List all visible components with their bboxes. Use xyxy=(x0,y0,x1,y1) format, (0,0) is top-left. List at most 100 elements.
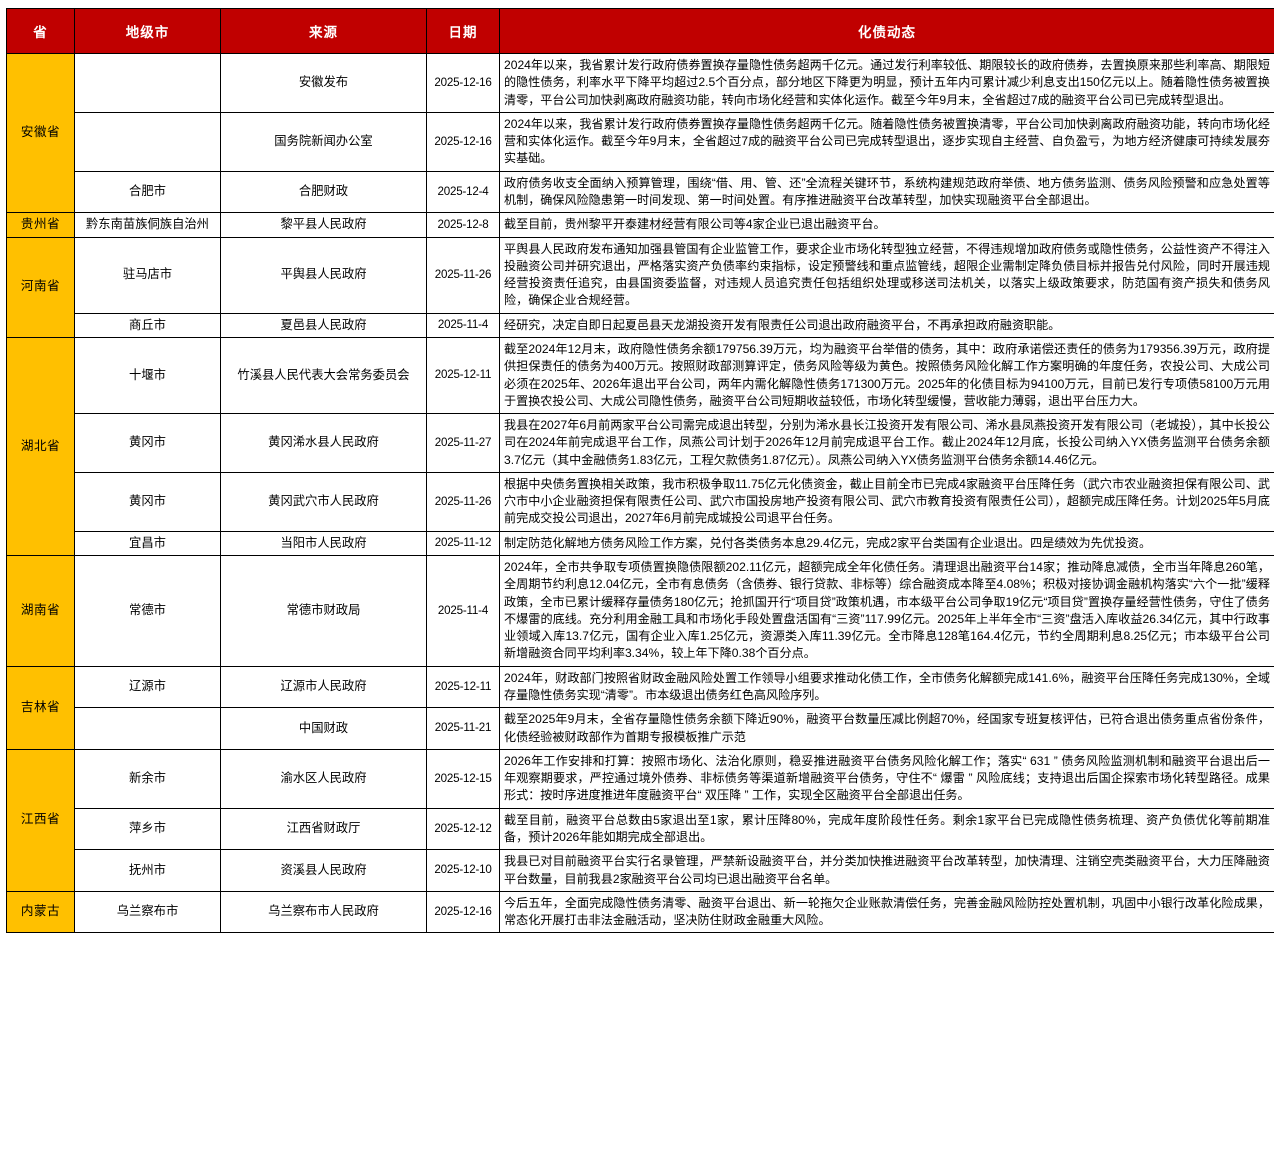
detail-cell: 2024年，全市共争取专项债置换隐债限额202.11亿元，超额完成全年化债任务。… xyxy=(500,556,1274,667)
source-cell: 中国财政 xyxy=(221,708,427,750)
source-cell: 辽源市人民政府 xyxy=(221,666,427,708)
city-cell: 驻马店市 xyxy=(75,237,221,313)
source-cell: 黄冈浠水县人民政府 xyxy=(221,414,427,473)
detail-cell: 截至目前，贵州黎平开泰建材经营有限公司等4家企业已退出融资平台。 xyxy=(500,213,1274,237)
source-cell: 当阳市人民政府 xyxy=(221,531,427,555)
source-cell: 黄冈武穴市人民政府 xyxy=(221,472,427,531)
date-cell: 2025-11-4 xyxy=(427,556,500,667)
date-cell: 2025-12-16 xyxy=(427,54,500,113)
date-cell: 2025-12-8 xyxy=(427,213,500,237)
city-cell: 商丘市 xyxy=(75,313,221,337)
column-header-city: 地级市 xyxy=(75,9,221,54)
province-cell: 贵州省 xyxy=(7,213,75,237)
detail-cell: 我县已对目前融资平台实行名录管理，严禁新设融资平台，并分类加快推进融资平台改革转… xyxy=(500,850,1274,892)
date-cell: 2025-12-15 xyxy=(427,749,500,808)
date-cell: 2025-12-16 xyxy=(427,112,500,171)
city-cell: 乌兰察布市 xyxy=(75,891,221,933)
detail-cell: 截至目前，融资平台总数由5家退出至1家，累计压降80%，完成年度阶段性任务。剩余… xyxy=(500,808,1274,850)
source-cell: 江西省财政厅 xyxy=(221,808,427,850)
source-cell: 资溪县人民政府 xyxy=(221,850,427,892)
detail-cell: 根据中央债务置换相关政策，我市积极争取11.75亿元化债资金，截止目前全市已完成… xyxy=(500,472,1274,531)
date-cell: 2025-11-4 xyxy=(427,313,500,337)
detail-cell: 经研究，决定自即日起夏邑县天龙湖投资开发有限责任公司退出政府融资平台，不再承担政… xyxy=(500,313,1274,337)
city-cell: 十堰市 xyxy=(75,337,221,413)
detail-cell: 截至2024年12月末，政府隐性债务余额179756.39万元，均为融资平台举借… xyxy=(500,337,1274,413)
source-cell: 安徽发布 xyxy=(221,54,427,113)
city-cell: 新余市 xyxy=(75,749,221,808)
city-cell: 抚州市 xyxy=(75,850,221,892)
detail-cell: 2024年，财政部门按照省财政金融风险处置工作领导小组要求推动化债工作，全市债务… xyxy=(500,666,1274,708)
date-cell: 2025-12-11 xyxy=(427,666,500,708)
detail-cell: 今后五年，全面完成隐性债务清零、融资平台退出、新一轮拖欠企业账款清偿任务，完善金… xyxy=(500,891,1274,933)
date-cell: 2025-11-27 xyxy=(427,414,500,473)
date-cell: 2025-11-21 xyxy=(427,708,500,750)
source-cell: 合肥财政 xyxy=(221,171,427,213)
source-cell: 夏邑县人民政府 xyxy=(221,313,427,337)
detail-cell: 截至2025年9月末，全省存量隐性债务余额下降近90%，融资平台数量压减比例超7… xyxy=(500,708,1274,750)
date-cell: 2025-11-26 xyxy=(427,472,500,531)
city-cell: 常德市 xyxy=(75,556,221,667)
detail-cell: 平舆县人民政府发布通知加强县管国有企业监管工作，要求企业市场化转型独立经营，不得… xyxy=(500,237,1274,313)
date-cell: 2025-12-16 xyxy=(427,891,500,933)
date-cell: 2025-11-26 xyxy=(427,237,500,313)
city-cell: 宜昌市 xyxy=(75,531,221,555)
source-cell: 国务院新闻办公室 xyxy=(221,112,427,171)
city-cell: 萍乡市 xyxy=(75,808,221,850)
city-cell xyxy=(75,708,221,750)
detail-cell: 政府债务收支全面纳入预算管理，围绕“借、用、管、还”全流程关键环节，系统构建规范… xyxy=(500,171,1274,213)
detail-cell: 2026年工作安排和打算：按照市场化、法治化原则，稳妥推进融资平台债务风险化解工… xyxy=(500,749,1274,808)
city-cell xyxy=(75,54,221,113)
date-cell: 2025-12-11 xyxy=(427,337,500,413)
column-header-detail: 化债动态 xyxy=(500,9,1274,54)
province-cell: 安徽省 xyxy=(7,54,75,213)
source-cell: 常德市财政局 xyxy=(221,556,427,667)
detail-cell: 2024年以来，我省累计发行政府债券置换存量隐性债务超两千亿元。随着隐性债务被置… xyxy=(500,112,1274,171)
header-row: 省 地级市 来源 日期 化债动态 xyxy=(7,9,1274,54)
date-cell: 2025-12-4 xyxy=(427,171,500,213)
city-cell: 合肥市 xyxy=(75,171,221,213)
column-header-date: 日期 xyxy=(427,9,500,54)
source-cell: 渝水区人民政府 xyxy=(221,749,427,808)
source-cell: 平舆县人民政府 xyxy=(221,237,427,313)
table-header: 省 地级市 来源 日期 化债动态 xyxy=(7,9,1274,54)
province-cell: 内蒙古 xyxy=(7,891,75,933)
city-cell: 辽源市 xyxy=(75,666,221,708)
province-cell: 江西省 xyxy=(7,749,75,891)
city-cell: 黄冈市 xyxy=(75,472,221,531)
city-cell: 黄冈市 xyxy=(75,414,221,473)
source-cell: 乌兰察布市人民政府 xyxy=(221,891,427,933)
date-cell: 2025-11-12 xyxy=(427,531,500,555)
province-cell: 河南省 xyxy=(7,237,75,337)
city-cell xyxy=(75,112,221,171)
column-header-source: 来源 xyxy=(221,9,427,54)
detail-cell: 制定防范化解地方债务风险工作方案，兑付各类债务本息29.4亿元，完成2家平台类国… xyxy=(500,531,1274,555)
date-cell: 2025-12-12 xyxy=(427,808,500,850)
detail-cell: 2024年以来，我省累计发行政府债券置换存量隐性债务超两千亿元。通过发行利率较低… xyxy=(500,54,1274,113)
province-cell: 湖北省 xyxy=(7,337,75,555)
detail-cell: 我县在2027年6月前两家平台公司需完成退出转型，分别为浠水县长江投资开发有限公… xyxy=(500,414,1274,473)
province-cell: 湖南省 xyxy=(7,556,75,667)
source-cell: 黎平县人民政府 xyxy=(221,213,427,237)
date-cell: 2025-12-10 xyxy=(427,850,500,892)
column-header-province: 省 xyxy=(7,9,75,54)
